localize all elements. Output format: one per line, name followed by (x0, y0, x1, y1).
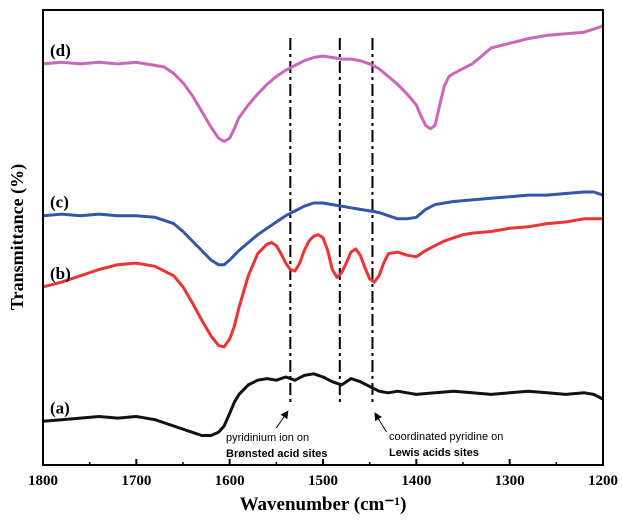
annotation-text: coordinated pyridine on (389, 431, 503, 443)
series-line-d (42, 24, 604, 143)
reference-lines (289, 38, 374, 405)
x-tick-label: 1500 (308, 473, 338, 489)
y-axis-title: Transmittance (%) (7, 164, 28, 310)
annotation-arrow (374, 412, 387, 433)
annotation-text: Brønsted acid sites (226, 448, 327, 460)
series-layer (42, 24, 604, 437)
x-axis-title: Wavenumber (cm⁻¹) (240, 494, 407, 515)
series-label-a: (a) (50, 398, 70, 417)
annotation-arrow (275, 410, 289, 429)
x-tick-label: 1600 (215, 473, 245, 489)
series-line-c (42, 190, 604, 267)
x-axis-ticks: 1800 1700 1600 1500 1400 1300 1200 (28, 459, 618, 489)
x-tick-label: 1400 (401, 473, 431, 489)
x-tick-label: 1200 (588, 473, 618, 489)
x-tick-label: 1700 (121, 473, 151, 489)
series-label-b: (b) (50, 264, 71, 283)
annotation-text: Lewis acids sites (389, 447, 479, 459)
annotation-text: pyridinium ion on (226, 432, 309, 444)
series-line-b (42, 217, 603, 349)
series-line-a (42, 372, 604, 437)
curve-labels: (d) (c) (b) (a) (50, 41, 71, 417)
series-label-d: (d) (50, 41, 71, 60)
x-tick-label: 1800 (28, 473, 58, 489)
series-label-c: (c) (50, 193, 69, 212)
x-tick-label: 1300 (495, 473, 525, 489)
annotations: pyridinium ion on Brønsted acid sites coor… (226, 410, 503, 460)
